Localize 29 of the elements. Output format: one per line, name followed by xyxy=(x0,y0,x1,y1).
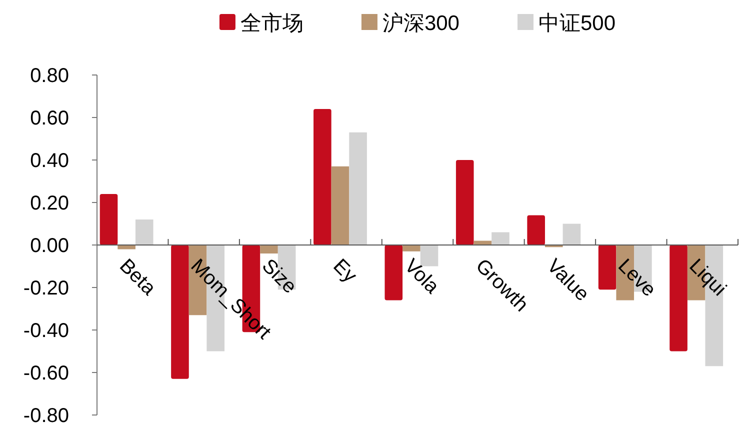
bar xyxy=(171,245,189,379)
bar xyxy=(402,245,420,252)
bar xyxy=(527,215,545,245)
bar xyxy=(670,245,688,352)
y-tick-label: 0.80 xyxy=(30,65,69,87)
bar xyxy=(118,245,136,250)
y-tick-label: 0.40 xyxy=(30,150,69,172)
legend-label: 沪深300 xyxy=(382,12,460,35)
bar xyxy=(331,166,350,245)
y-tick-label: 0.60 xyxy=(30,108,69,130)
bar xyxy=(598,245,616,290)
bar xyxy=(260,245,278,254)
bar xyxy=(314,109,332,245)
legend-label: 全市场 xyxy=(240,12,304,35)
bar xyxy=(384,245,403,300)
y-tick-label: -0.60 xyxy=(23,362,69,384)
legend-label: 中证500 xyxy=(538,12,616,35)
y-tick-label: 0.20 xyxy=(30,192,69,214)
bar xyxy=(456,160,474,245)
bar xyxy=(562,224,581,245)
y-tick-label: 0.00 xyxy=(30,235,69,257)
bar xyxy=(100,194,118,245)
bar xyxy=(492,232,510,245)
x-tick-label: Ey xyxy=(328,254,361,288)
y-tick-label: -0.80 xyxy=(23,405,69,427)
bar xyxy=(135,220,154,245)
y-tick-label: -0.20 xyxy=(23,278,69,300)
bar xyxy=(349,132,367,245)
y-tick-label: -0.40 xyxy=(23,320,69,342)
